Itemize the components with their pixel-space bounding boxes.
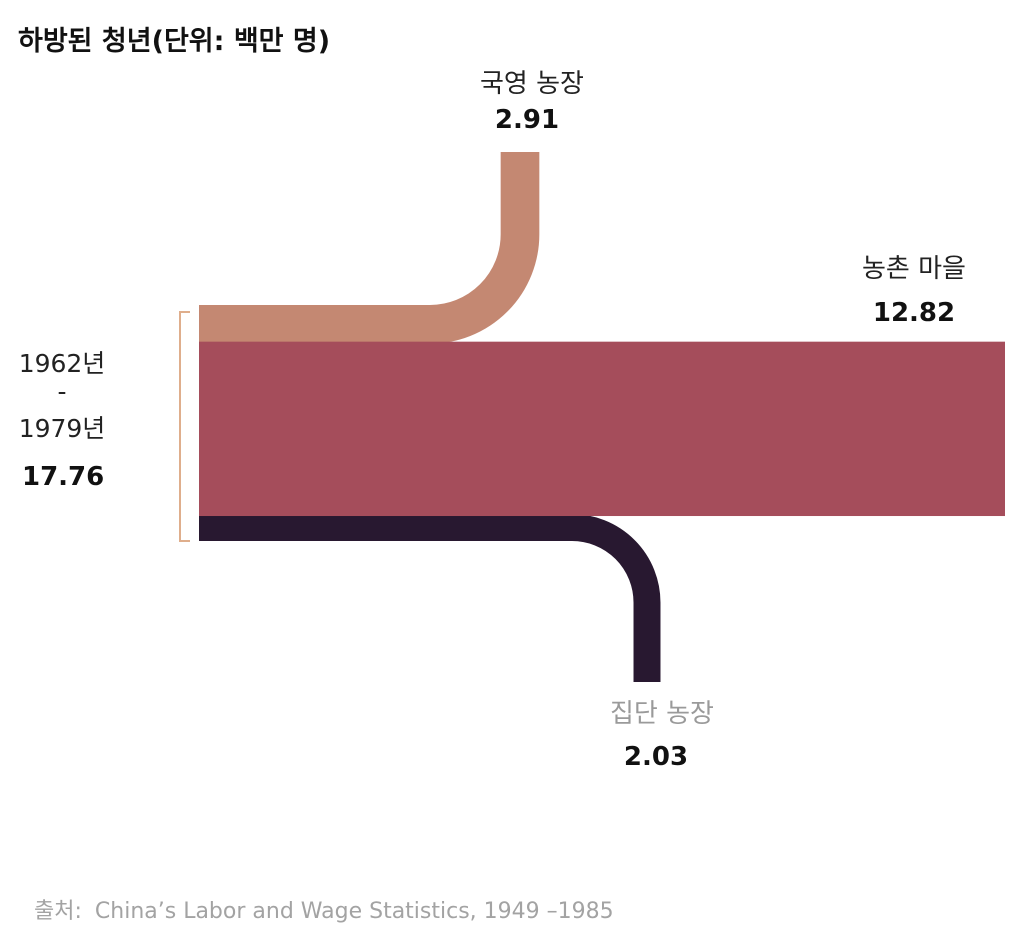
flow-value-collective-farm: 2.03 (624, 742, 688, 772)
flow-value-state-farm: 2.91 (495, 105, 559, 135)
flow-label-collective-farm: 집단 농장 (610, 699, 714, 729)
flows-group (199, 152, 1005, 682)
source-note: 출처: China’s Labor and Wage Statistics, 1… (34, 899, 614, 924)
source-text: China’s Labor and Wage Statistics, 1949 … (95, 899, 614, 924)
origin-total-value: 17.76 (22, 462, 104, 492)
flow-value-rural-village: 12.82 (873, 298, 955, 328)
origin-period-start: 1962년 (19, 349, 106, 378)
origin-period-end: 1979년 (19, 414, 106, 443)
flow-band-collective-farm (199, 514, 661, 682)
origin-period-separator: - (57, 377, 66, 406)
flow-band-state-farm (199, 152, 540, 344)
flow-band-rural-village (199, 341, 1005, 517)
origin-bracket (179, 311, 190, 542)
source-prefix: 출처: (34, 899, 82, 924)
flow-label-rural-village: 농촌 마을 (862, 254, 966, 284)
flow-label-state-farm: 국영 농장 (480, 69, 584, 99)
chart-title: 하방된 청년(단위: 백만 명) (18, 26, 330, 57)
